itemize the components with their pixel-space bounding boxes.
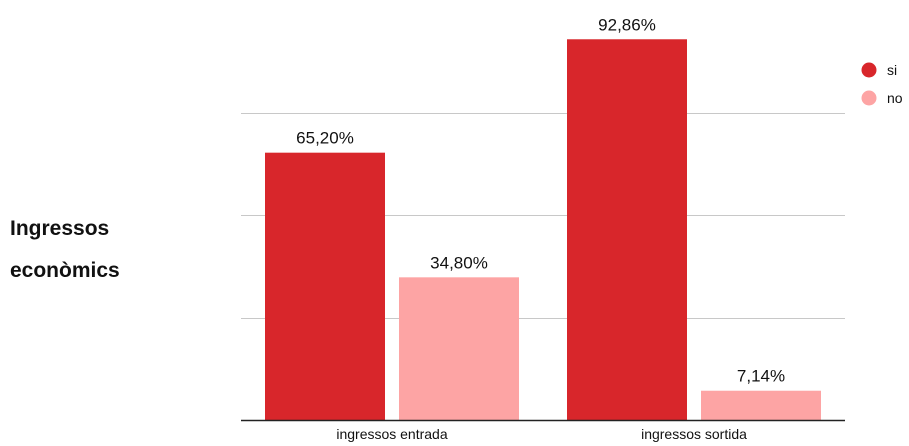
data-label-no-2: 7,14% <box>737 367 785 386</box>
category-label-1: ingressos entrada <box>336 426 448 442</box>
bars: 65,20% 34,80% ingressos entrada 92,86% 7,14%… <box>241 15 845 442</box>
data-label-no-1: 34,80% <box>430 253 488 272</box>
legend-label-no: no <box>887 90 903 106</box>
legend: si no <box>861 62 903 106</box>
legend-swatch-no <box>861 90 877 106</box>
chart-title: Ingressos econòmics <box>10 208 210 292</box>
legend-label-si: si <box>887 62 897 78</box>
bar-no-1 <box>399 277 519 420</box>
data-label-si-1: 65,20% <box>296 129 354 148</box>
chart-title-line-1: Ingressos <box>10 217 110 240</box>
category-label-2: ingressos sortida <box>641 426 747 442</box>
bar-no-2 <box>701 390 821 420</box>
bar-si-2 <box>567 39 687 421</box>
data-label-si-2: 92,86% <box>598 15 656 34</box>
bar-si-1 <box>265 152 385 420</box>
chart-title-line-2: econòmics <box>10 259 120 282</box>
legend-swatch-si <box>861 62 877 78</box>
